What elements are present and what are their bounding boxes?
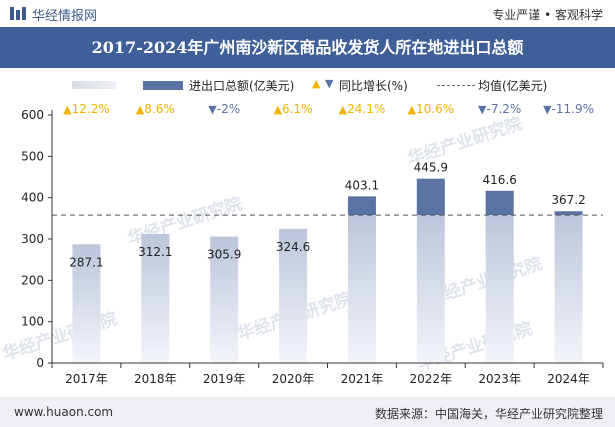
y-tick-label: 600: [21, 108, 44, 122]
legend-up-triangle-icon: ▲: [312, 77, 321, 90]
brand-name: 华经情报网: [32, 9, 98, 24]
x-tick-label: 2017年: [65, 372, 108, 386]
bar-above-average: [485, 190, 514, 216]
up-triangle-icon: ▲: [274, 103, 283, 116]
value-label: 416.6: [483, 173, 517, 187]
down-triangle-icon: ▼: [478, 103, 487, 116]
x-tick-label: 2022年: [410, 372, 453, 386]
y-tick-label: 300: [21, 232, 44, 246]
yoy-labels: ▲12.2% ▲8.6% ▼-2% ▲6.1% ▲24.1% ▲10.6% ▼-7.2% ▼-…: [63, 102, 594, 116]
value-label: 324.6: [276, 240, 310, 254]
bar: [141, 233, 170, 363]
bar-group: 312.1: [138, 233, 172, 363]
yoy-label: ▼-11.9%: [543, 102, 594, 116]
legend-blank-swatch: [72, 81, 116, 89]
value-label: 403.1: [345, 178, 379, 192]
bar-group: 403.1: [345, 178, 379, 363]
chart-title: 2017-2024年广州南沙新区商品收发货人所在地进出口总额: [91, 38, 524, 57]
yoy-value: 24.1%: [347, 102, 385, 116]
yoy-label: ▲12.2%: [63, 102, 110, 116]
legend-average-dash: [437, 85, 475, 86]
bar-above-average: [416, 178, 445, 216]
yoy-label: ▲6.1%: [274, 102, 313, 116]
up-triangle-icon: ▲: [408, 103, 417, 116]
bar: [210, 236, 239, 363]
value-label: 445.9: [414, 161, 448, 175]
slogan: 专业严谨 • 客观科学: [492, 8, 603, 22]
x-tick-label: 2021年: [341, 372, 384, 386]
x-tick-label: 2019年: [203, 372, 246, 386]
bar-group: 445.9: [414, 161, 448, 363]
value-label: 312.1: [138, 245, 172, 259]
bar-group: 367.2: [551, 193, 586, 363]
yoy-value: 12.2%: [72, 102, 110, 116]
down-triangle-icon: ▼: [208, 103, 217, 116]
bar: [279, 228, 308, 363]
legend-yoy-label: 同比增长(%): [339, 79, 408, 93]
yoy-value: 10.6%: [416, 102, 454, 116]
yoy-value: -11.9%: [552, 102, 594, 116]
x-tick-label: 2023年: [478, 372, 521, 386]
up-triangle-icon: ▲: [63, 103, 72, 116]
bar-group: 305.9: [207, 236, 241, 363]
bars: 287.1 312.1 305.9 324.6 403.1 445.9 416.6 367.2: [69, 161, 586, 363]
yoy-label: ▲24.1%: [339, 102, 386, 116]
title-bar: 2017-2024年广州南沙新区商品收发货人所在地进出口总额: [0, 27, 615, 68]
x-axis: 2017年 2018年 2019年 2020年 2021年 2022年 2023年 2024年: [51, 362, 604, 386]
bar-above-average: [347, 196, 376, 216]
legend-bar-swatch: [143, 81, 183, 90]
bar: [347, 215, 376, 363]
yoy-label: ▲8.6%: [136, 102, 175, 116]
watermark-text: 华经产业研究院: [0, 308, 120, 365]
brand-logo-icon: [10, 7, 26, 20]
yoy-label: ▲10.6%: [408, 102, 455, 116]
bar-above-average: [554, 211, 583, 216]
bar-group: 287.1: [69, 244, 104, 363]
yoy-label: ▼-7.2%: [478, 102, 521, 116]
bar-chart: 华经产业研究院华经产业研究院华经产业研究院华经产业研究院华经产业研究院华经产业研…: [0, 102, 604, 386]
value-label: 305.9: [207, 248, 241, 262]
yoy-value: 6.1%: [282, 102, 313, 116]
footer-source: 数据来源：中国海关，华经产业研究院整理: [374, 407, 603, 421]
legend-down-triangle-icon: ▼: [325, 77, 334, 90]
bar: [554, 215, 583, 363]
value-label: 367.2: [551, 193, 585, 207]
top-bar: 华经情报网 专业严谨 • 客观科学: [0, 0, 615, 26]
yoy-label: ▼-2%: [208, 102, 240, 116]
chart-legend: 进出口总额(亿美元) ▲ ▼ 同比增长(%) 均值(亿美元): [0, 75, 615, 95]
yoy-value: -2%: [217, 102, 240, 116]
yoy-value: -7.2%: [487, 102, 522, 116]
y-tick-label: 500: [21, 149, 44, 163]
bar: [72, 244, 101, 363]
down-triangle-icon: ▼: [543, 103, 552, 116]
y-tick-label: 100: [21, 315, 44, 329]
up-triangle-icon: ▲: [339, 103, 348, 116]
bar: [485, 215, 514, 363]
bar-group: 324.6: [276, 228, 310, 363]
yoy-value: 8.6%: [144, 102, 175, 116]
x-tick-label: 2020年: [272, 372, 315, 386]
y-tick-label: 400: [21, 191, 44, 205]
y-axis: 0 100 200 300 400 500 600: [21, 108, 53, 370]
y-tick-label: 0: [36, 356, 44, 370]
up-triangle-icon: ▲: [136, 103, 145, 116]
x-tick-label: 2024年: [547, 372, 590, 386]
x-tick-label: 2018年: [134, 372, 177, 386]
value-label: 287.1: [69, 255, 103, 269]
bar: [416, 215, 445, 363]
legend-bar-label: 进出口总额(亿美元): [189, 79, 295, 93]
footer-url: www.huaon.com: [14, 405, 114, 419]
legend-average-label: 均值(亿美元): [478, 79, 548, 93]
footer: www.huaon.com 数据来源：中国海关，华经产业研究院整理: [0, 397, 615, 427]
y-tick-label: 200: [21, 273, 44, 287]
bar-group: 416.6: [483, 173, 517, 363]
